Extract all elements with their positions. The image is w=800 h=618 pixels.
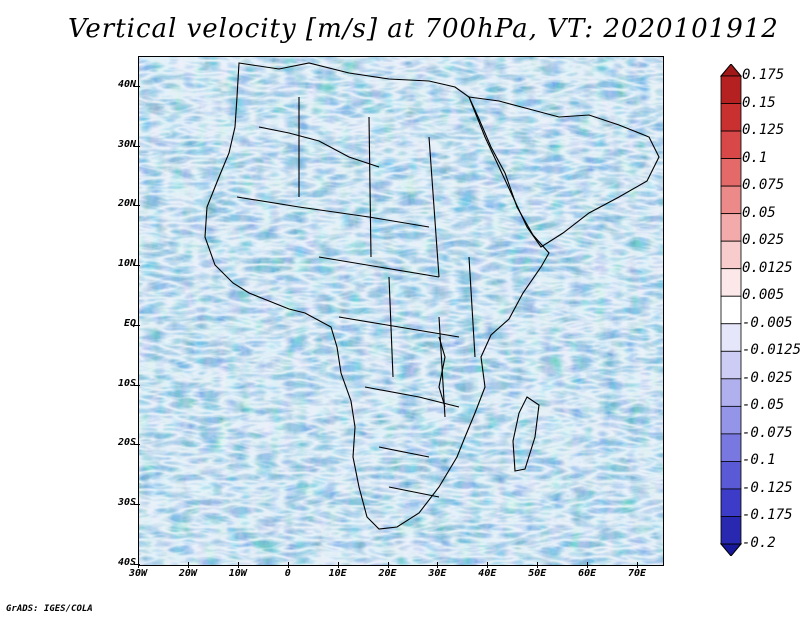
y-tick	[134, 324, 140, 326]
velocity-field-map	[139, 57, 663, 565]
colorbar-swatch	[720, 488, 742, 517]
colorbar-label: 0.175	[742, 67, 785, 83]
x-tick	[287, 562, 289, 568]
y-tick-label: 20N	[117, 198, 136, 210]
colorbar-swatch	[720, 378, 742, 407]
colorbar-label: -0.05	[742, 397, 785, 414]
colorbar-swatch	[720, 350, 742, 380]
colorbar	[719, 63, 743, 560]
colorbar-swatch	[720, 158, 742, 187]
x-tick-label: 30E	[428, 568, 447, 579]
y-tick-label: 30N	[117, 138, 136, 150]
x-tick-label: 0	[284, 568, 291, 579]
colorbar-swatch	[720, 516, 742, 545]
colorbar-label: -0.1	[742, 452, 776, 469]
colorbar-swatch	[720, 185, 742, 215]
x-tick	[187, 562, 189, 568]
colorbar-label: 0.025	[742, 232, 785, 249]
colorbar-swatch	[720, 213, 742, 242]
colorbar-label: -0.2	[742, 535, 776, 551]
x-tick	[537, 562, 539, 568]
colorbar-label: -0.175	[742, 507, 793, 524]
y-tick	[134, 384, 140, 386]
colorbar-label: -0.125	[742, 479, 793, 496]
x-tick	[637, 562, 639, 568]
y-tick-label: 10N	[117, 258, 136, 270]
colorbar-label: 0.15	[742, 94, 776, 111]
colorbar-top-arrow	[719, 63, 743, 77]
x-tick-label: 70E	[628, 568, 647, 579]
colorbar-swatch	[720, 240, 742, 270]
colorbar-label: 0.1	[742, 149, 768, 166]
y-tick	[134, 564, 140, 565]
colorbar-swatch	[720, 75, 742, 104]
colorbar-swatch	[720, 295, 742, 325]
x-tick-label: 30W	[128, 568, 148, 579]
x-tick	[237, 562, 239, 568]
colorbar-label: -0.025	[742, 369, 793, 386]
colorbar-swatch	[720, 433, 742, 462]
x-tick-label: 50E	[528, 568, 547, 579]
y-tick	[134, 145, 140, 147]
colorbar-swatch	[720, 323, 742, 352]
x-tick	[587, 562, 589, 568]
colorbar-label: 0.125	[742, 122, 785, 139]
x-tick-label: 10W	[228, 568, 247, 579]
x-tick	[387, 562, 389, 568]
x-tick	[337, 562, 339, 568]
colorbar-label: 0.0125	[742, 259, 793, 276]
chart-title: Vertical velocity [m/s] at 700hPa, VT: 2…	[68, 14, 779, 44]
credit-text: GrADS: IGES/COLA	[6, 604, 93, 614]
y-tick	[134, 504, 140, 506]
x-tick	[138, 562, 139, 568]
x-tick-label: 10E	[328, 568, 347, 579]
colorbar-label: -0.005	[742, 314, 793, 331]
x-tick-label: 40E	[478, 568, 497, 579]
y-tick	[134, 85, 140, 87]
colorbar-label: -0.0125	[742, 342, 800, 359]
colorbar-swatch	[720, 461, 742, 490]
colorbar-label: 0.05	[742, 204, 776, 221]
y-tick	[134, 205, 140, 207]
colorbar-swatch	[720, 268, 742, 297]
map-panel	[138, 56, 664, 566]
y-tick-label: 20S	[117, 437, 136, 449]
y-tick	[134, 265, 140, 267]
colorbar-label: 0.075	[742, 177, 785, 194]
colorbar-swatches	[719, 63, 743, 557]
colorbar-swatch	[720, 103, 742, 132]
y-tick-label: 30S	[117, 497, 136, 509]
colorbar-swatch	[720, 130, 742, 159]
y-tick-label: 40N	[117, 78, 136, 90]
x-tick-label: 20E	[378, 568, 397, 579]
y-tick-label: 40S	[117, 557, 136, 568]
y-tick-label: EQ	[123, 317, 136, 329]
x-tick-label: 20W	[178, 568, 197, 579]
x-tick-label: 60E	[578, 568, 597, 579]
x-tick	[437, 562, 439, 568]
x-tick	[487, 562, 489, 568]
colorbar-label: 0.005	[742, 287, 785, 304]
colorbar-swatch	[720, 405, 742, 435]
y-tick-label: 10S	[117, 377, 136, 389]
colorbar-label: -0.075	[742, 424, 793, 441]
coastline	[204, 62, 660, 530]
colorbar-bottom-arrow	[719, 543, 743, 557]
y-tick	[134, 444, 140, 446]
